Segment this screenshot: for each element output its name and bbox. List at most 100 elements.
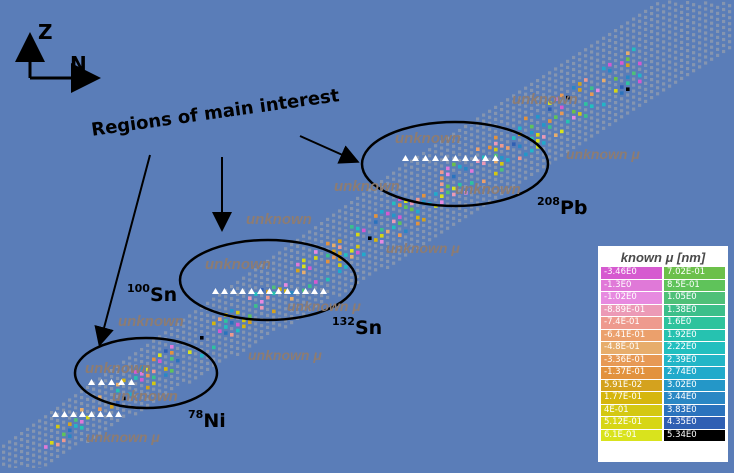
nuclide-cell: [548, 89, 552, 93]
nuclide-cell: [704, 37, 708, 41]
nuclide-cell: [146, 391, 150, 395]
known-nuclide-cell: [164, 373, 168, 377]
nuclide-cell: [698, 47, 702, 51]
nuclide-cell: [350, 261, 354, 265]
nuclide-cell: [524, 98, 528, 102]
nuclide-cell: [422, 163, 426, 168]
nuclide-cell: [446, 220, 450, 224]
nuclide-cell: [200, 330, 204, 334]
nuclide-cell: [722, 13, 726, 18]
nuclide-cell: [554, 67, 558, 71]
nuclide-cell: [482, 119, 486, 123]
nuclide-cell: [482, 173, 486, 177]
nuclide-cell: [332, 273, 336, 277]
nuclide-cell: [362, 204, 366, 208]
nuclide-cell: [356, 268, 360, 272]
known-nuclide-cell: [506, 146, 510, 150]
nuclide-cell: [644, 75, 648, 79]
nuclide-cell: [398, 251, 402, 255]
nuclide-cell: [338, 275, 342, 279]
nuclide-cell: [356, 196, 360, 200]
nuclide-cell: [140, 348, 144, 352]
nuclide-cell: [662, 28, 666, 32]
nuclide-cell: [152, 345, 156, 349]
nuclide-cell: [386, 241, 390, 245]
known-nuclide-cell: [560, 129, 564, 134]
nuclide-cell: [590, 98, 594, 102]
nuclide-cell: [500, 114, 504, 118]
nuclide-cell: [326, 265, 330, 269]
magic-marker: [284, 288, 291, 294]
nuclide-cell: [488, 109, 492, 113]
nuclide-cell: [230, 345, 234, 349]
known-nuclide-cell: [236, 322, 240, 327]
nuclide-cell: [572, 79, 576, 84]
nuclide-cell: [344, 205, 348, 209]
magic-marker: [212, 288, 219, 294]
nuclide-cell: [98, 401, 102, 405]
known-nuclide-cell: [368, 236, 372, 240]
nuclide-cell: [308, 260, 312, 264]
nuclide-cell: [434, 168, 438, 172]
nuclide-cell: [488, 163, 492, 167]
nuclide-cell: [626, 39, 630, 43]
nuclide-cell: [632, 23, 636, 27]
nuclide-cell: [680, 16, 684, 20]
nuclide-cell: [86, 421, 90, 425]
nuclide-cell: [338, 227, 342, 231]
nuclide-cell: [686, 55, 690, 59]
nuclide-cell: [728, 10, 732, 14]
known-nuclide-cell: [470, 181, 474, 185]
nuclide-cell: [476, 129, 480, 133]
nuclide-cell: [416, 191, 420, 195]
nuclide-cell: [164, 343, 168, 347]
nuclide-cell: [350, 273, 354, 277]
nuclide-cell: [428, 238, 432, 242]
magic-marker: [311, 288, 318, 294]
nuclide-cell: [392, 195, 396, 199]
nuclide-cell: [638, 103, 642, 107]
known-nuclide-cell: [326, 241, 330, 246]
unknown-label: unknown: [395, 130, 461, 147]
nuclide-cell: [362, 234, 366, 238]
nuclide-cell: [260, 282, 264, 286]
nuclide-cell: [410, 243, 414, 247]
nuclide-cell: [320, 240, 324, 244]
nuclide-cell: [632, 89, 636, 93]
nuclide-cell: [542, 117, 546, 121]
nuclide-cell: [656, 32, 660, 36]
nuclide-cell: [512, 106, 516, 110]
known-nuclide-cell: [356, 244, 360, 249]
nuclide-cell: [296, 286, 300, 290]
nuclide-cell: [326, 289, 330, 293]
nuclide-cell: [704, 25, 708, 29]
nuclide-cell: [116, 376, 120, 380]
nuclide-cell: [632, 35, 636, 39]
nuclide-cell: [206, 313, 210, 317]
nuclide-cell: [512, 160, 516, 164]
known-nuclide-cell: [308, 266, 312, 270]
nuclide-cell: [650, 72, 654, 76]
known-nuclide-cell: [416, 209, 420, 214]
nuclide-cell: [20, 456, 24, 460]
nuclide-cell: [470, 199, 474, 203]
nuclide-cell: [392, 171, 396, 175]
nuclide-cell: [638, 97, 642, 101]
nuclide-cell: [302, 282, 306, 286]
nuclide-cell: [146, 397, 150, 401]
nuclide-cell: [728, 46, 732, 50]
nuclide-cell: [278, 305, 282, 309]
nuclide-cell: [440, 140, 444, 144]
nuclide-cell: [350, 237, 354, 241]
nuclide-cell: [590, 80, 594, 84]
known-nuclide-cell: [80, 426, 84, 430]
nuclide-cell: [260, 336, 264, 340]
nuclide-cell: [632, 41, 636, 45]
nuclide-cell: [632, 59, 636, 63]
legend-entry: 5.91E-02: [601, 379, 662, 391]
nuclide-cell: [302, 252, 306, 256]
nuclide-cell: [428, 178, 432, 182]
known-nuclide-cell: [68, 422, 72, 426]
known-nuclide-cell: [560, 93, 564, 98]
magic-marker: [432, 155, 439, 161]
